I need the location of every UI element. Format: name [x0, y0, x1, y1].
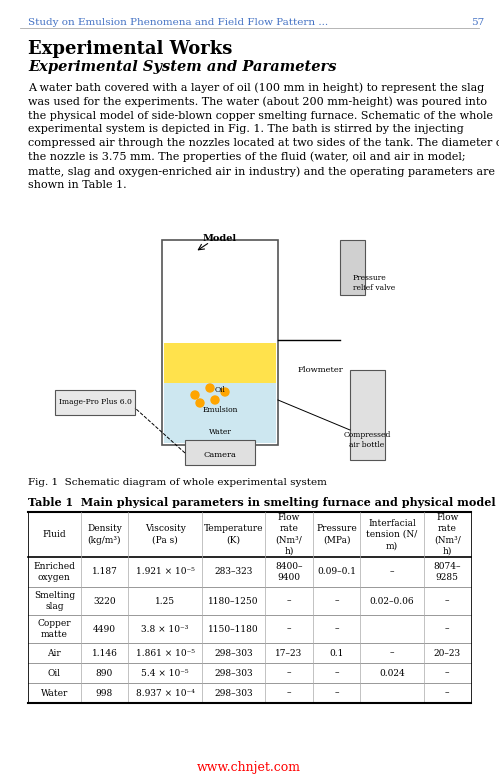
Text: 1.146: 1.146: [91, 648, 117, 657]
Text: 283–323: 283–323: [215, 567, 253, 576]
Bar: [162, 240, 278, 445]
Bar: [350, 370, 385, 460]
Text: 57: 57: [471, 18, 484, 27]
Text: A water bath covered with a layer of oil (100 mm in height) to represent the sla: A water bath covered with a layer of oil…: [28, 82, 499, 190]
Text: Enriched
oxygen: Enriched oxygen: [33, 562, 75, 582]
Text: –: –: [445, 689, 450, 697]
Text: 298–303: 298–303: [215, 648, 253, 657]
Text: Camera: Camera: [204, 451, 237, 459]
Text: –: –: [334, 597, 339, 605]
Text: 1.187: 1.187: [91, 567, 117, 576]
Text: 1.861 × 10⁻⁵: 1.861 × 10⁻⁵: [136, 648, 195, 657]
Text: 0.1: 0.1: [329, 648, 344, 657]
Text: 3220: 3220: [93, 597, 116, 605]
Text: Compressed
air bottle: Compressed air bottle: [343, 432, 391, 449]
Text: 1.921 × 10⁻⁵: 1.921 × 10⁻⁵: [136, 567, 195, 576]
Bar: [185, 440, 255, 465]
Text: Interfacial
tension (N/
m): Interfacial tension (N/ m): [366, 519, 418, 550]
Text: Density
(kg/m³): Density (kg/m³): [87, 524, 122, 545]
Text: 8074–
9285: 8074– 9285: [434, 562, 461, 582]
Text: 20–23: 20–23: [434, 648, 461, 657]
Text: 4490: 4490: [93, 625, 116, 633]
Text: Study on Emulsion Phenomena and Field Flow Pattern ...: Study on Emulsion Phenomena and Field Fl…: [28, 18, 328, 27]
Circle shape: [206, 384, 214, 392]
Text: Viscosity
(Pa s): Viscosity (Pa s): [145, 524, 186, 545]
Text: –: –: [287, 689, 291, 697]
Text: Flow
rate
(Nm³/
h): Flow rate (Nm³/ h): [434, 513, 461, 555]
Text: Water: Water: [209, 428, 232, 436]
Bar: [30, 225, 469, 475]
Text: 0.02–0.06: 0.02–0.06: [370, 597, 414, 605]
Text: Fluid: Fluid: [42, 530, 66, 539]
Text: Flow
rate
(Nm³/
h): Flow rate (Nm³/ h): [275, 513, 302, 555]
Text: Pressure
(MPa): Pressure (MPa): [316, 524, 357, 545]
Text: Model: Model: [203, 234, 237, 242]
Text: 17–23: 17–23: [275, 648, 303, 657]
Text: 3.8 × 10⁻³: 3.8 × 10⁻³: [141, 625, 189, 633]
Bar: [164, 343, 276, 383]
Text: Emulsion: Emulsion: [202, 406, 238, 414]
Bar: [55, 390, 135, 415]
Text: –: –: [445, 625, 450, 633]
Text: –: –: [390, 648, 394, 657]
Text: 8.937 × 10⁻⁴: 8.937 × 10⁻⁴: [136, 689, 195, 697]
Text: Water: Water: [41, 689, 68, 697]
Text: Air: Air: [47, 648, 61, 657]
Text: Table 1  Main physical parameters in smelting furnace and physical model: Table 1 Main physical parameters in smel…: [28, 497, 496, 508]
Text: 0.024: 0.024: [379, 668, 405, 678]
Text: 0.09–0.1: 0.09–0.1: [317, 567, 356, 576]
Text: 1180–1250: 1180–1250: [209, 597, 259, 605]
Bar: [340, 240, 365, 295]
Text: Copper
matte: Copper matte: [37, 619, 71, 639]
Text: Flowmeter: Flowmeter: [297, 366, 343, 374]
Text: Oil: Oil: [215, 386, 226, 394]
Text: –: –: [445, 597, 450, 605]
Text: 1.25: 1.25: [155, 597, 175, 605]
Text: –: –: [287, 668, 291, 678]
Text: –: –: [287, 625, 291, 633]
Text: Fig. 1  Schematic diagram of whole experimental system: Fig. 1 Schematic diagram of whole experi…: [28, 478, 327, 487]
Text: Temperature
(K): Temperature (K): [204, 524, 263, 545]
Text: –: –: [334, 668, 339, 678]
Text: 890: 890: [96, 668, 113, 678]
Text: 5.4 × 10⁻⁵: 5.4 × 10⁻⁵: [141, 668, 189, 678]
Text: Oil: Oil: [48, 668, 61, 678]
Text: Experimental System and Parameters: Experimental System and Parameters: [28, 60, 336, 74]
Text: –: –: [390, 567, 394, 576]
Circle shape: [211, 396, 219, 404]
Text: 298–303: 298–303: [215, 668, 253, 678]
Text: Image-Pro Plus 6.0: Image-Pro Plus 6.0: [58, 398, 131, 406]
Text: 998: 998: [96, 689, 113, 697]
Text: Pressure
relief valve: Pressure relief valve: [353, 274, 395, 291]
Bar: [164, 383, 276, 443]
Text: –: –: [334, 625, 339, 633]
Text: –: –: [334, 689, 339, 697]
Text: 1150–1180: 1150–1180: [209, 625, 259, 633]
Text: –: –: [445, 668, 450, 678]
Text: www.chnjet.com: www.chnjet.com: [197, 762, 301, 774]
Text: 8400–
9400: 8400– 9400: [275, 562, 303, 582]
Circle shape: [196, 399, 204, 407]
Circle shape: [191, 391, 199, 399]
Text: 298–303: 298–303: [215, 689, 253, 697]
Text: –: –: [287, 597, 291, 605]
Text: Experimental Works: Experimental Works: [28, 40, 233, 58]
Circle shape: [221, 388, 229, 396]
Text: Smelting
slag: Smelting slag: [34, 591, 75, 611]
